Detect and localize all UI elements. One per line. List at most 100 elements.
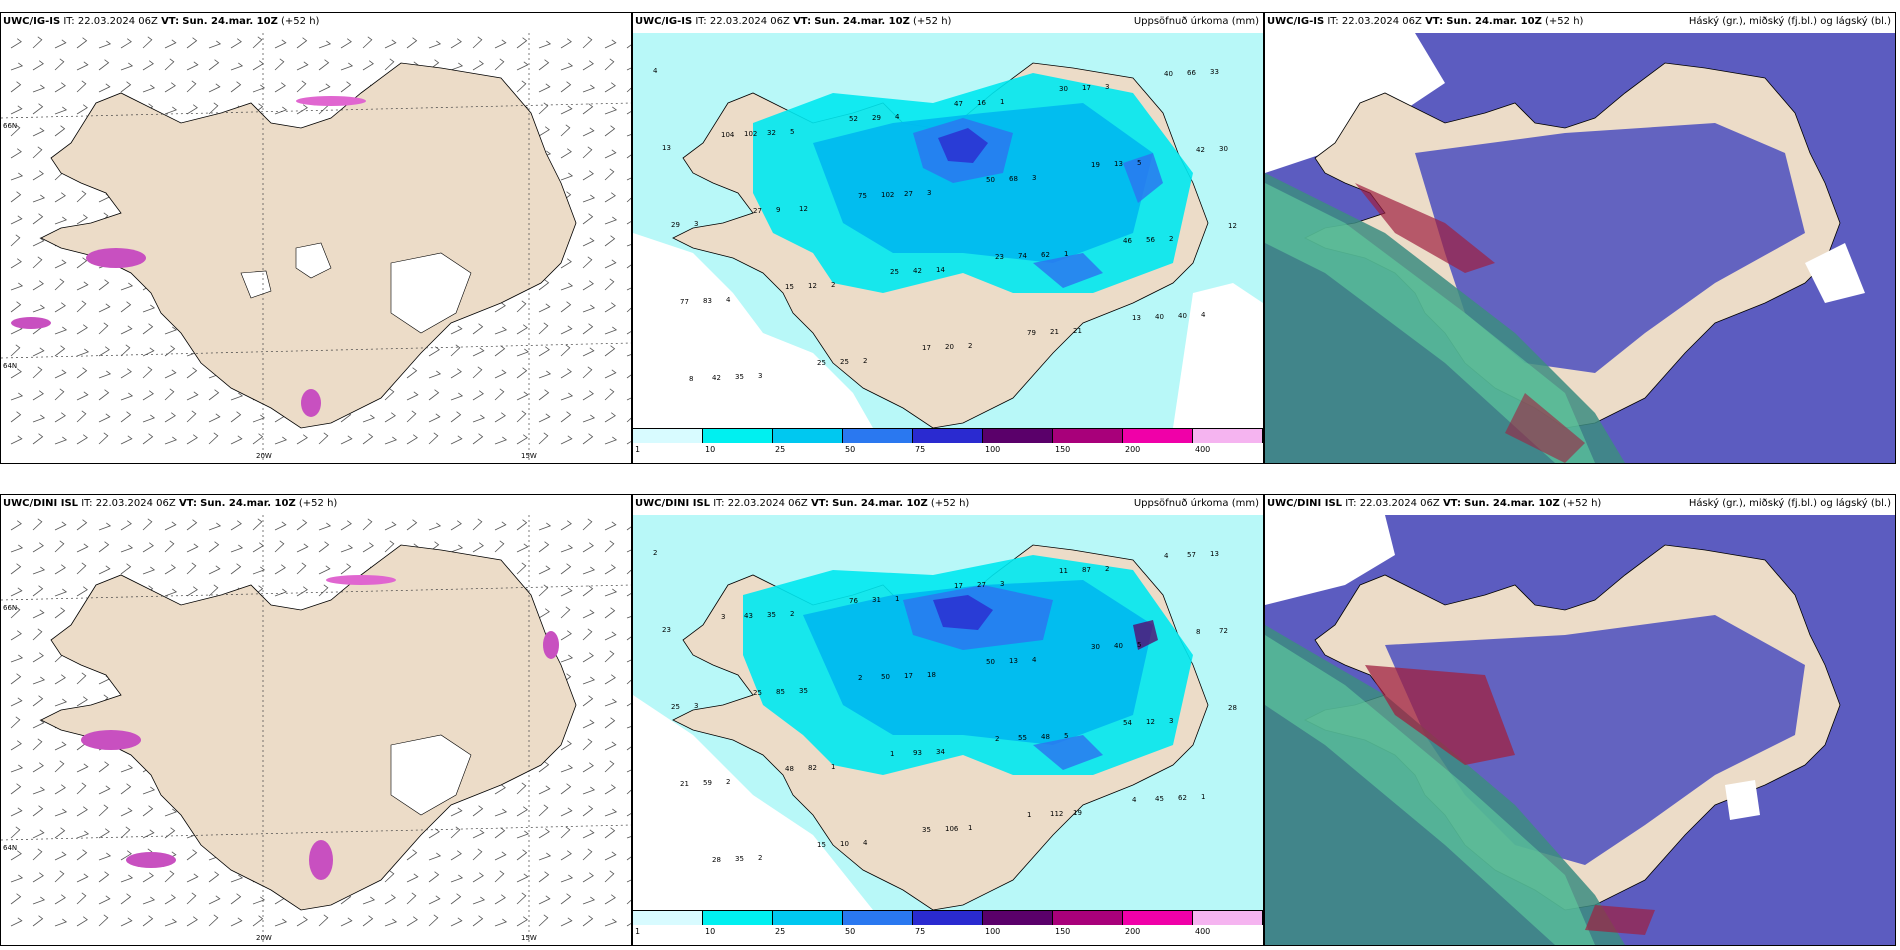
wind-barb — [252, 915, 264, 927]
wind-barb — [582, 915, 594, 927]
wind-barb — [626, 331, 631, 335]
wind-barb — [98, 522, 112, 531]
wind-barb — [142, 542, 154, 553]
wind-barb — [582, 738, 593, 751]
wind-barb — [142, 433, 154, 445]
wind-barb — [560, 435, 573, 445]
wind-barb — [604, 741, 617, 751]
wind-barb — [604, 540, 615, 553]
wind-barb — [516, 61, 529, 71]
wind-barb — [428, 852, 442, 861]
precip-value-label: 25 — [753, 689, 762, 697]
wind-barb — [538, 785, 551, 795]
wind-barb — [76, 763, 89, 773]
wind-barb — [10, 368, 22, 379]
wind-barb — [76, 190, 87, 203]
wind-barb — [32, 237, 45, 247]
colorbar-cell — [703, 429, 773, 443]
wind-barb — [406, 916, 418, 927]
wind-barb — [604, 631, 617, 641]
wind-barb — [362, 433, 374, 445]
precip-value-label: 48 — [785, 765, 794, 773]
precip-value-label: 21 — [1050, 328, 1059, 336]
colorbar-cell — [913, 911, 983, 925]
precip-value-label: 13 — [1009, 657, 1018, 665]
wind-barb — [384, 39, 397, 49]
wind-barb — [560, 587, 573, 597]
wind-barb — [494, 808, 508, 817]
wind-barb — [582, 237, 595, 247]
wind-barb — [538, 871, 550, 883]
precip-value-label: 45 — [1155, 795, 1164, 803]
wind-barb — [186, 104, 198, 115]
wind-barb — [32, 103, 44, 115]
wind-barb — [516, 80, 527, 93]
wind-barb — [604, 388, 615, 401]
wind-barb — [10, 38, 22, 49]
precip-value-label: 11 — [1059, 567, 1068, 575]
wind-barb — [538, 59, 550, 71]
wind-barb — [626, 659, 631, 663]
wind-barb — [32, 738, 43, 751]
wind-barb — [142, 390, 154, 401]
wind-barb — [164, 345, 176, 357]
panel-title: UWC/DINI ISL IT: 22.03.2024 06Z VT: Sun.… — [635, 498, 970, 509]
wind-barb — [32, 60, 44, 71]
wind-barb — [582, 518, 593, 531]
wind-barb — [142, 566, 156, 575]
wind-barb — [538, 565, 551, 575]
wind-barb — [208, 389, 220, 401]
wind-barb — [516, 543, 529, 553]
wind-barb — [582, 103, 594, 115]
wind-barb — [538, 413, 551, 423]
wind-barb — [10, 826, 21, 839]
wind-barb — [450, 325, 463, 335]
wind-barb — [560, 258, 572, 269]
precip-value-label: 23 — [662, 626, 671, 634]
colorbar-tick-label: 150 — [1055, 927, 1071, 936]
wind-barb — [626, 703, 631, 707]
wind-barb — [186, 916, 198, 927]
precip-value-label: 2 — [726, 778, 730, 786]
wind-barb — [428, 432, 439, 445]
wind-barb — [582, 566, 596, 575]
wind-barb — [274, 39, 287, 49]
wind-barb — [560, 850, 572, 861]
wind-barb — [164, 540, 175, 553]
panel-title: UWC/DINI ISL IT: 22.03.2024 06Z VT: Sun.… — [3, 498, 338, 509]
precip-value-label: 35 — [735, 373, 744, 381]
wind-barb — [604, 588, 618, 597]
wind-barb — [32, 609, 45, 619]
wind-barb — [340, 435, 353, 445]
wind-barb — [428, 871, 440, 883]
wind-barb — [560, 105, 573, 115]
wind-barb — [626, 789, 631, 795]
precip-value-label: 1 — [1201, 793, 1205, 801]
wind-barb — [32, 146, 43, 159]
wind-barb — [296, 916, 308, 927]
precip-value-label: 79 — [1027, 329, 1036, 337]
wind-barb — [76, 104, 88, 115]
wind-barb — [296, 586, 308, 597]
wind-barb — [626, 569, 631, 575]
precip-value-label: 28 — [712, 856, 721, 864]
wind-barb — [516, 892, 527, 905]
wind-barb — [582, 347, 595, 357]
wind-barb — [296, 104, 308, 115]
iceland-landmass — [40, 544, 577, 911]
wind-barb — [626, 836, 631, 839]
wind-barb — [494, 894, 506, 905]
wind-barb — [450, 544, 464, 553]
wind-barb — [582, 366, 593, 379]
wind-barb — [76, 80, 87, 93]
wind-barb — [54, 870, 65, 883]
precip-value-label: 25 — [671, 703, 680, 711]
wind-barb — [10, 62, 24, 71]
colorbar-ticks: 1 10 25 50 75 100 150 200 400 — [633, 445, 1263, 457]
wind-barb — [472, 60, 484, 71]
wind-barb — [604, 192, 616, 203]
wind-barb — [164, 588, 178, 597]
wind-barb — [604, 326, 618, 335]
wind-barb — [54, 784, 66, 795]
wind-barb — [604, 39, 617, 49]
